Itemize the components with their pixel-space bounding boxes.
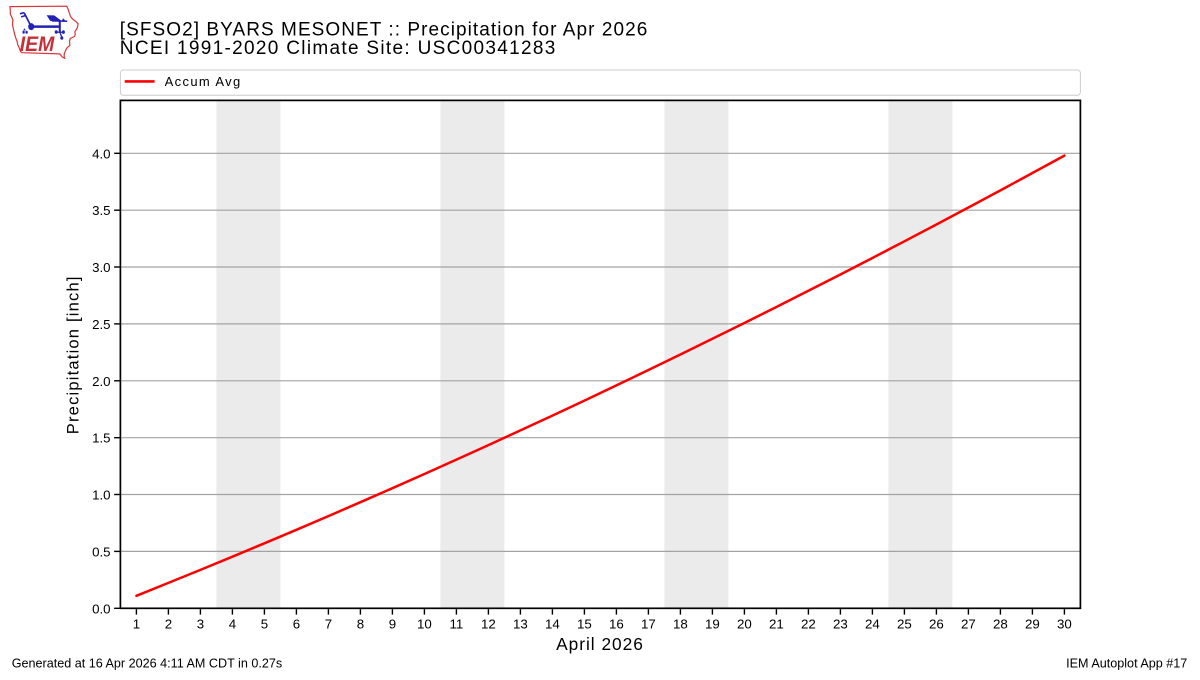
svg-text:21: 21: [769, 617, 784, 632]
svg-text:30: 30: [1057, 617, 1072, 632]
svg-text:19: 19: [705, 617, 720, 632]
svg-text:IEM Autoplot App #17: IEM Autoplot App #17: [1066, 656, 1187, 670]
svg-text:22: 22: [801, 617, 816, 632]
svg-text:1: 1: [133, 617, 140, 632]
svg-text:11: 11: [449, 617, 463, 632]
svg-text:4: 4: [229, 617, 236, 632]
svg-text:4.0: 4.0: [92, 146, 111, 161]
svg-text:2: 2: [165, 617, 172, 632]
svg-text:5: 5: [261, 617, 268, 632]
svg-text:0.0: 0.0: [92, 601, 111, 616]
svg-text:13: 13: [513, 617, 528, 632]
svg-text:IEM: IEM: [20, 32, 55, 56]
svg-text:26: 26: [929, 617, 944, 632]
svg-text:29: 29: [1025, 617, 1040, 632]
svg-text:17: 17: [641, 617, 656, 632]
svg-text:NCEI 1991-2020 Climate Site: U: NCEI 1991-2020 Climate Site: USC00341283: [120, 38, 557, 59]
svg-text:20: 20: [737, 617, 752, 632]
svg-text:1.0: 1.0: [92, 488, 111, 503]
svg-text:16: 16: [609, 617, 624, 632]
svg-text:[SFSO2] BYARS MESONET :: Preci: [SFSO2] BYARS MESONET :: Precipitation f…: [120, 19, 649, 40]
svg-text:7: 7: [325, 617, 332, 632]
svg-text:27: 27: [961, 617, 976, 632]
svg-text:10: 10: [417, 617, 432, 632]
svg-text:12: 12: [481, 617, 496, 632]
svg-text:2.5: 2.5: [92, 317, 111, 332]
svg-text:2.0: 2.0: [92, 374, 111, 389]
svg-text:Generated at 16 Apr 2026 4:11: Generated at 16 Apr 2026 4:11 AM CDT in …: [12, 656, 282, 670]
svg-text:14: 14: [545, 617, 560, 632]
svg-text:0.5: 0.5: [92, 544, 111, 559]
svg-text:Accum Avg: Accum Avg: [165, 74, 242, 89]
svg-text:3: 3: [197, 617, 204, 632]
svg-text:24: 24: [865, 617, 880, 632]
svg-text:9: 9: [389, 617, 396, 632]
svg-text:Precipitation [inch]: Precipitation [inch]: [65, 275, 83, 434]
svg-text:23: 23: [833, 617, 848, 632]
svg-text:25: 25: [897, 617, 912, 632]
svg-text:3.5: 3.5: [92, 203, 111, 218]
svg-text:15: 15: [577, 617, 592, 632]
svg-text:3.0: 3.0: [92, 260, 111, 275]
svg-text:28: 28: [993, 617, 1008, 632]
svg-text:April 2026: April 2026: [556, 634, 644, 654]
svg-text:6: 6: [293, 617, 300, 632]
svg-text:1.5: 1.5: [92, 431, 111, 446]
svg-text:8: 8: [357, 617, 364, 632]
svg-text:18: 18: [673, 617, 688, 632]
